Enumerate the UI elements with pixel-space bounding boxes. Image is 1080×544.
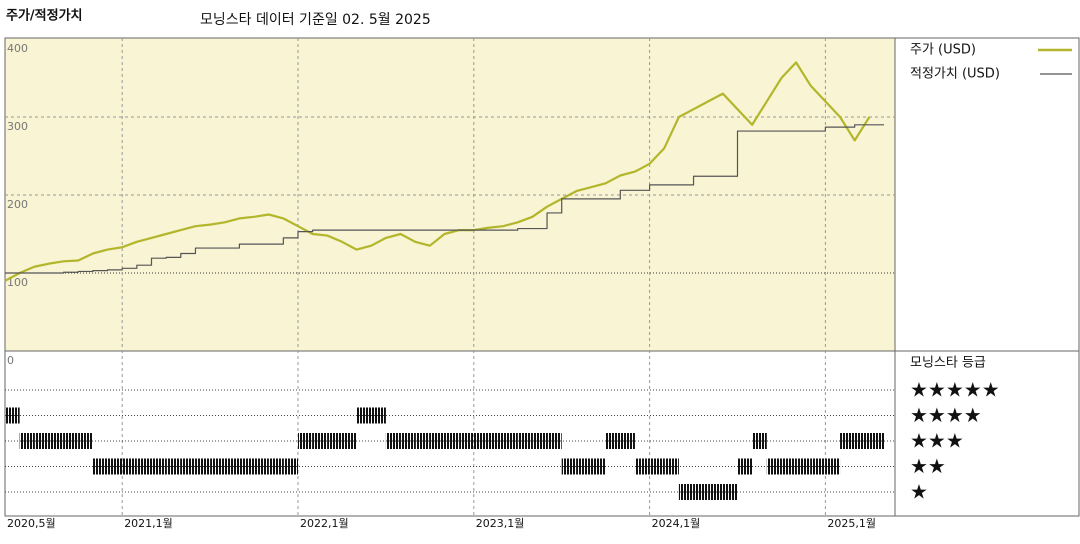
rating-bar [239, 458, 255, 475]
rating-bar [429, 433, 445, 449]
frame [4, 37, 1080, 517]
rating-bar [796, 458, 811, 475]
rating-bar [283, 458, 298, 475]
rating-bar [547, 433, 562, 449]
rating-bar [664, 458, 679, 475]
legend-label: 주가 (USD) [910, 43, 976, 58]
rating-bar [620, 433, 635, 449]
rating-label: ★ [910, 480, 928, 504]
rating-bar [561, 458, 577, 475]
rating-bar [576, 458, 591, 475]
rating-bar [48, 433, 64, 449]
rating-bar [869, 433, 884, 449]
rating-bar [752, 433, 767, 449]
rating-bar [268, 458, 284, 475]
rating-bar [92, 458, 108, 475]
rating-bar [634, 458, 650, 475]
y-tick-label: 100 [7, 276, 28, 289]
rating-bar [254, 458, 269, 475]
rating-bar [678, 484, 694, 500]
rating-bar [737, 458, 753, 475]
rating-bar [19, 433, 35, 449]
rating-label: ★★★★ [910, 403, 982, 427]
rating-label: ★★ [910, 454, 946, 478]
rating-bar [693, 484, 709, 500]
x-tick-label: 2020,5월 [7, 517, 56, 530]
rating-bar [766, 458, 782, 475]
y-tick-label: 300 [7, 120, 28, 133]
rating-bar [63, 433, 79, 449]
rating-bar [371, 407, 386, 424]
rating-bar [298, 433, 313, 449]
rating-bar [503, 433, 518, 449]
rating-label: ★★★★★ [910, 378, 1000, 402]
y-tick-label: 0 [7, 354, 14, 367]
rating-bar [151, 458, 167, 475]
rating-bar [517, 433, 533, 449]
y-tick-label: 400 [7, 42, 28, 55]
rating-bar [34, 433, 49, 449]
rating-bar [459, 433, 474, 449]
rating-bar [122, 458, 137, 475]
rating-title: 모닝스타 등급 [910, 356, 986, 371]
rating-bar [840, 433, 855, 449]
rating-bar [722, 484, 738, 500]
rating-bar [649, 458, 665, 475]
rating-bar [224, 458, 240, 475]
rating-bar [415, 433, 430, 449]
rating-bar [78, 433, 93, 449]
rating-bar [341, 433, 357, 449]
chart-title: 주가/적정가치 [6, 8, 83, 24]
rating-bar [312, 433, 328, 449]
rating-bar [532, 433, 548, 449]
legend-label: 적정가치 (USD) [910, 67, 1000, 82]
rating-bar [107, 458, 123, 475]
series-line [5, 124, 884, 274]
rating-bar [356, 407, 372, 424]
rating-label: ★★★ [910, 429, 964, 453]
x-tick-label: 2022,1월 [300, 517, 349, 530]
rating-bar [210, 458, 225, 475]
rating-bar [605, 433, 621, 449]
rating-bar [781, 458, 797, 475]
series-line [4, 61, 871, 282]
x-tick-label: 2024,1월 [652, 517, 701, 530]
rating-bar [180, 458, 196, 475]
rating-bar [825, 458, 841, 475]
rating-bar [810, 458, 826, 475]
rating-bar [444, 433, 460, 449]
chart-subtitle: 모닝스타 데이터 기준일 02. 5월 2025 [200, 12, 431, 28]
rating-bar [473, 433, 489, 449]
rating-bar [708, 484, 723, 500]
rating-bar [400, 433, 416, 449]
x-tick-label: 2021,1월 [124, 517, 173, 530]
rating-bar [327, 433, 342, 449]
rating-bar [166, 458, 181, 475]
y-tick-label: 200 [7, 198, 28, 211]
x-tick-label: 2023,1월 [476, 517, 525, 530]
rating-bar [195, 458, 211, 475]
rating-bar [488, 433, 504, 449]
rating-bar [591, 458, 606, 475]
x-tick-label: 2025,1월 [827, 517, 876, 530]
rating-bar [5, 407, 20, 424]
rating-bar [136, 458, 152, 475]
rating-bar [854, 433, 870, 449]
rating-bar [385, 433, 401, 449]
